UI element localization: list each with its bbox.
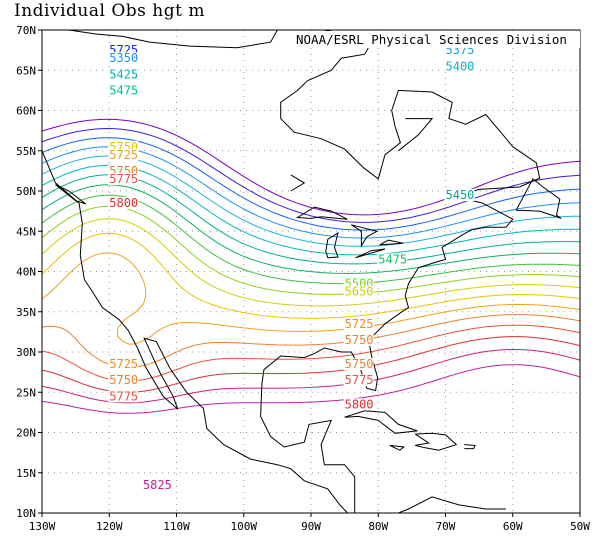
contour-label: 5750 <box>345 333 374 347</box>
coastline-segment <box>464 444 476 450</box>
contour-label: 5775 <box>109 172 138 186</box>
lon-tick-label: 100W <box>231 520 258 533</box>
coastline-segment <box>290 174 306 192</box>
coastline-segment <box>42 150 349 513</box>
contour-line <box>42 232 580 319</box>
contour-line <box>42 205 580 295</box>
coastline-segment <box>397 496 506 513</box>
contour-label: 5775 <box>109 389 138 403</box>
coastline-segment <box>325 231 339 259</box>
coastline-segment <box>379 239 404 246</box>
contour-label: 5475 <box>378 252 407 266</box>
contour-label-bg <box>108 358 139 371</box>
contour-label: 5750 <box>345 357 374 371</box>
contour-line <box>42 324 580 382</box>
lat-tick-label: 35N <box>16 306 36 319</box>
lat-tick-label: 45N <box>16 225 36 238</box>
contour-label-bg <box>377 253 408 266</box>
contour-line <box>42 137 580 231</box>
coastline-segment <box>344 410 418 434</box>
contour-label-bg <box>444 189 475 202</box>
contour-label: 5475 <box>109 83 138 97</box>
lat-tick-label: 60N <box>16 105 36 118</box>
coastline-segment <box>355 248 386 259</box>
axis-ticks: 70N65N60N55N50N45N40N35N30N25N20N15N10N1… <box>16 24 590 533</box>
lat-tick-label: 25N <box>16 386 36 399</box>
coastline-segment <box>414 432 458 451</box>
lat-tick-label: 70N <box>16 24 36 37</box>
contour-line <box>42 128 580 223</box>
contour-label: 5750 <box>109 373 138 387</box>
contour-label-bg <box>343 285 374 298</box>
contour-label: 5825 <box>143 478 172 492</box>
contour-label-bg <box>141 478 172 491</box>
contour-label-bg <box>343 358 374 371</box>
lon-tick-label: 60W <box>503 520 523 533</box>
contour-label: 5725 <box>109 148 138 162</box>
contour-label: 5725 <box>345 317 374 331</box>
contour-label-bg <box>444 60 475 73</box>
credit-box <box>288 31 580 48</box>
contour-label: 5650 <box>345 285 374 299</box>
contour-line <box>42 146 580 239</box>
coastline-segment <box>55 184 87 205</box>
contour-labels: 5725535054255475575057255750577558005375… <box>108 43 475 492</box>
lat-tick-label: 50N <box>16 185 36 198</box>
chart-title: Individual Obs hgt m <box>14 1 205 21</box>
contour-label-bg <box>343 398 374 411</box>
contour-label-bg <box>108 374 139 387</box>
contour-label: 5800 <box>109 196 138 210</box>
coastline-segment <box>398 118 434 152</box>
contour-label-bg <box>343 317 374 330</box>
lon-tick-label: 130W <box>29 520 56 533</box>
lon-tick-label: 50W <box>570 520 590 533</box>
lat-tick-label: 20N <box>16 427 36 440</box>
contour-line <box>42 174 580 265</box>
lat-tick-label: 65N <box>16 64 36 77</box>
contour-label-bg <box>343 374 374 387</box>
contour-label: 5350 <box>109 51 138 65</box>
contour-label: 5450 <box>446 188 475 202</box>
coastline-segment <box>515 178 562 219</box>
contour-line <box>42 218 580 307</box>
lon-tick-label: 80W <box>368 520 388 533</box>
contour-label-bg <box>343 333 374 346</box>
contour-label-bg <box>108 390 139 403</box>
contour-label: 5725 <box>109 357 138 371</box>
lon-tick-label: 90W <box>301 520 321 533</box>
height-contours <box>42 118 580 414</box>
coastline-segment <box>351 224 379 248</box>
contour-label-bg <box>108 197 139 210</box>
lat-tick-label: 10N <box>16 507 36 520</box>
contour-label-bg <box>108 148 139 161</box>
credit-label: NOAA/ESRL Physical Sciences Division <box>296 32 567 47</box>
contour-line <box>42 184 580 274</box>
contour-label: 5775 <box>345 373 374 387</box>
contour-label-bg <box>108 172 139 185</box>
coastline-segment <box>389 444 406 451</box>
lat-tick-label: 40N <box>16 266 36 279</box>
lat-tick-label: 15N <box>16 467 36 480</box>
coastline-segment <box>295 206 348 220</box>
lon-tick-label: 70W <box>436 520 456 533</box>
contour-label-bg <box>108 52 139 65</box>
lon-tick-label: 110W <box>163 520 190 533</box>
contour-label-bg <box>108 84 139 97</box>
coastline-segment <box>42 30 541 513</box>
contour-label: 5425 <box>109 67 138 81</box>
lat-tick-label: 30N <box>16 346 36 359</box>
contour-label: 5400 <box>446 59 475 73</box>
gridlines <box>42 30 580 513</box>
contour-line <box>42 252 580 345</box>
contour-label-bg <box>108 68 139 81</box>
lon-tick-label: 120W <box>96 520 123 533</box>
coastline-segment <box>35 159 38 163</box>
contour-label: 5800 <box>345 397 374 411</box>
lat-tick-label: 55N <box>16 145 36 158</box>
